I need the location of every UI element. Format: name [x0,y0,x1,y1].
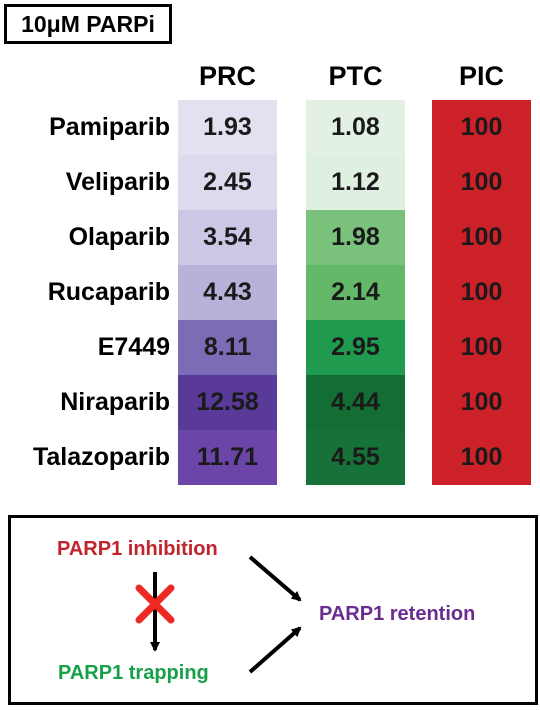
cell-ptc-talazoparib: 4.55 [306,430,405,485]
row-label-talazoparib: Talazoparib [32,443,170,471]
row-label-olaparib: Olaparib [68,223,170,251]
row-label-niraparib: Niraparib [60,388,170,416]
cell-pic-niraparib: 100 [432,375,531,430]
parp1-trapping-label: PARP1 trapping [58,662,209,684]
cell-pic-e7449: 100 [432,320,531,375]
cell-ptc-niraparib: 4.44 [306,375,405,430]
parp1-retention-label: PARP1 retention [319,603,476,625]
row-label-pamiparib: Pamiparib [49,113,170,141]
cell-pic-veliparib: 100 [432,155,531,210]
parp1-inhibition-label: PARP1 inhibition [57,538,218,560]
chart-title: 10μM PARPi [4,4,172,44]
red-x-icon [135,584,175,624]
row-label-veliparib: Veliparib [65,168,170,196]
column-header-ptc: PTC [328,60,383,91]
cell-prc-niraparib: 12.58 [178,375,277,430]
cell-prc-veliparib: 2.45 [178,155,277,210]
arrow-inhibition-to-retention [248,555,302,602]
column-header-pic: PIC [458,60,504,91]
cell-ptc-e7449: 2.95 [306,320,405,375]
cell-ptc-rucaparib: 2.14 [306,265,405,320]
cell-pic-rucaparib: 100 [432,265,531,320]
cell-prc-pamiparib: 1.93 [178,100,277,155]
mechanism-diagram [8,515,538,705]
cell-prc-olaparib: 3.54 [178,210,277,265]
cell-pic-olaparib: 100 [432,210,531,265]
cell-prc-talazoparib: 11.71 [178,430,277,485]
cell-ptc-olaparib: 1.98 [306,210,405,265]
cell-pic-pamiparib: 100 [432,100,531,155]
cell-prc-rucaparib: 4.43 [178,265,277,320]
row-label-rucaparib: Rucaparib [47,278,170,306]
cell-pic-talazoparib: 100 [432,430,531,485]
arrow-trapping-to-retention [248,626,302,674]
cell-prc-e7449: 8.11 [178,320,277,375]
cell-ptc-pamiparib: 1.08 [306,100,405,155]
row-label-e7449: E7449 [97,333,170,361]
column-header-prc: PRC [198,60,256,91]
cell-ptc-veliparib: 1.12 [306,155,405,210]
